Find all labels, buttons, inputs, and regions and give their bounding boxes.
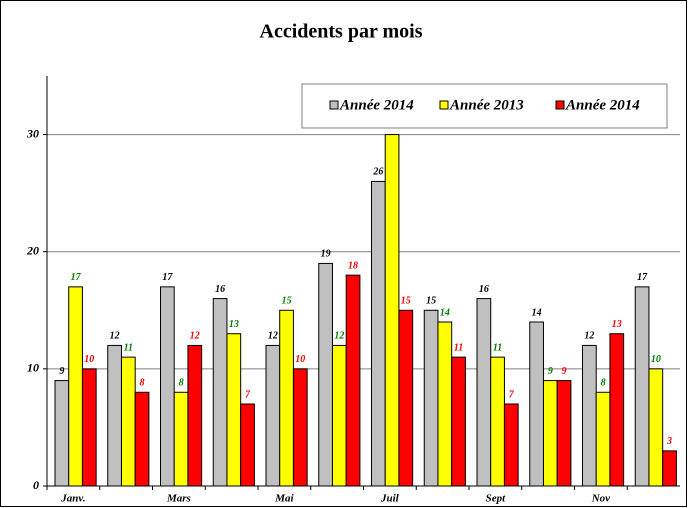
data-label: 15 bbox=[282, 296, 292, 307]
data-label: 7 bbox=[509, 389, 515, 400]
bar bbox=[173, 391, 189, 487]
data-label: 10 bbox=[651, 354, 661, 365]
data-label: 9 bbox=[59, 366, 64, 377]
data-label: 14 bbox=[440, 307, 450, 318]
data-label: 11 bbox=[124, 342, 133, 353]
data-label: 12 bbox=[584, 331, 594, 342]
bar bbox=[81, 368, 97, 487]
bar bbox=[503, 403, 519, 487]
data-label: 10 bbox=[84, 354, 94, 365]
bar bbox=[318, 262, 333, 487]
bar bbox=[160, 286, 175, 487]
x-tick-label: Juil bbox=[380, 493, 400, 505]
bar bbox=[423, 309, 439, 487]
data-label: 13 bbox=[612, 319, 622, 330]
bar bbox=[634, 286, 650, 487]
legend-box bbox=[301, 83, 668, 129]
data-label: 17 bbox=[637, 272, 648, 283]
data-label: 19 bbox=[321, 249, 331, 260]
bar bbox=[451, 356, 466, 487]
bar bbox=[529, 321, 544, 487]
data-label: 8 bbox=[601, 378, 606, 389]
bar bbox=[134, 391, 150, 487]
legend-swatch bbox=[329, 100, 339, 110]
data-label: 12 bbox=[334, 331, 344, 342]
data-label: 8 bbox=[179, 378, 184, 389]
data-label: 15 bbox=[401, 296, 411, 307]
legend-swatch bbox=[555, 100, 565, 110]
bar bbox=[648, 368, 664, 487]
legend-label: Année 2014 bbox=[565, 97, 640, 113]
y-tick-label: 30 bbox=[26, 126, 39, 140]
chart-title: Accidents par mois bbox=[260, 21, 423, 43]
bar bbox=[371, 180, 386, 487]
data-label: 26 bbox=[372, 167, 383, 178]
bar bbox=[609, 333, 625, 487]
bar bbox=[345, 274, 361, 487]
data-label: 15 bbox=[426, 296, 436, 307]
data-label: 12 bbox=[268, 331, 278, 342]
data-label: 13 bbox=[229, 319, 239, 330]
data-label: 16 bbox=[479, 284, 489, 295]
bar bbox=[279, 309, 294, 487]
bar bbox=[240, 403, 255, 487]
data-label: 14 bbox=[532, 307, 542, 318]
data-label: 10 bbox=[295, 354, 305, 365]
legend-label: Année 2014 bbox=[339, 97, 414, 113]
data-label: 16 bbox=[215, 284, 225, 295]
y-tick-label: 20 bbox=[26, 243, 39, 257]
data-label: 12 bbox=[110, 331, 120, 342]
bar bbox=[476, 298, 492, 487]
bar bbox=[187, 344, 203, 487]
data-label: 8 bbox=[140, 378, 145, 389]
data-label: 12 bbox=[190, 331, 200, 342]
data-label: 17 bbox=[71, 272, 82, 283]
data-label: 17 bbox=[162, 272, 173, 283]
y-tick-label: 10 bbox=[27, 361, 39, 375]
bar bbox=[120, 356, 136, 487]
bar bbox=[384, 134, 400, 487]
x-tick-label: Nov bbox=[591, 493, 610, 505]
data-label: 7 bbox=[245, 389, 251, 400]
data-label: 9 bbox=[548, 366, 553, 377]
x-tick-label: Mars bbox=[166, 493, 191, 505]
legend-swatch bbox=[439, 100, 449, 110]
data-label: 11 bbox=[454, 342, 463, 353]
bar bbox=[212, 298, 228, 487]
bar bbox=[437, 321, 453, 487]
bar bbox=[582, 344, 597, 487]
data-label: 9 bbox=[562, 366, 567, 377]
data-label: 11 bbox=[493, 342, 502, 353]
bar bbox=[398, 309, 414, 487]
bar bbox=[292, 368, 308, 487]
x-tick-label: Sept bbox=[486, 493, 507, 505]
bar bbox=[107, 344, 122, 487]
bar bbox=[68, 286, 83, 487]
bar bbox=[490, 356, 505, 487]
bar bbox=[556, 380, 572, 487]
bar bbox=[542, 380, 558, 487]
bar bbox=[265, 344, 281, 487]
bar bbox=[662, 450, 677, 487]
bar bbox=[595, 391, 611, 487]
bar bbox=[331, 344, 347, 487]
x-tick-label: Janv. bbox=[60, 493, 85, 505]
data-label: 3 bbox=[666, 436, 672, 447]
data-label: 18 bbox=[348, 260, 358, 271]
bar bbox=[54, 380, 70, 487]
bar bbox=[226, 333, 242, 487]
y-tick-label: 0 bbox=[33, 478, 39, 492]
x-tick-label: Mai bbox=[274, 493, 294, 505]
legend-label: Année 2013 bbox=[449, 97, 524, 113]
